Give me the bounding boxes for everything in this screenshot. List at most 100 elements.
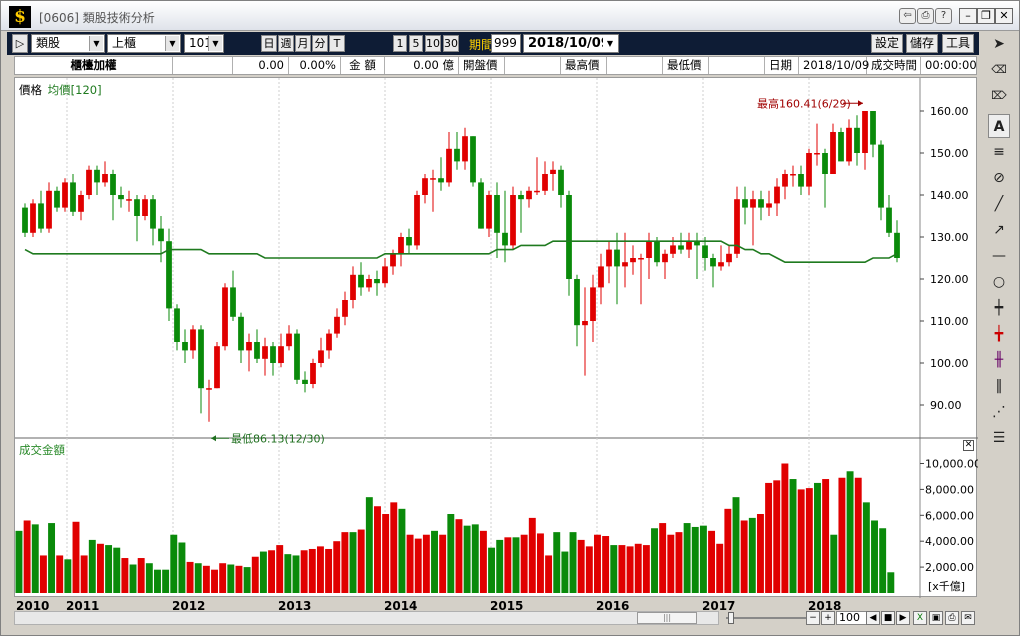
zoom-in-icon[interactable]: +	[821, 611, 835, 625]
candle-down	[438, 178, 444, 183]
text-tool-icon[interactable]: A	[988, 114, 1010, 138]
candle-down	[558, 169, 564, 195]
candle-down	[22, 207, 28, 233]
code-select[interactable]: 101 ▼	[184, 34, 224, 53]
scroll-thumb[interactable]: |||	[637, 612, 697, 624]
minimize-icon[interactable]: –	[959, 8, 977, 24]
category-select[interactable]: 類股 ▼	[31, 34, 105, 53]
eraser-one-icon[interactable]: ⌫	[991, 63, 1007, 76]
price-legend-label: 價格	[19, 83, 42, 97]
candle-up	[46, 190, 52, 229]
zoom-slider-handle[interactable]	[728, 612, 734, 624]
save-image-icon[interactable]: ▣	[929, 611, 943, 625]
volume-bar	[202, 565, 210, 593]
help-icon[interactable]: ?	[935, 8, 952, 24]
line-tool-icon[interactable]: ╱	[994, 196, 1004, 212]
maximize-icon[interactable]: ❐	[977, 8, 995, 24]
candle-down	[406, 237, 412, 246]
volume-bar	[48, 523, 56, 593]
volume-bar	[716, 543, 724, 593]
period-month-button[interactable]: 月	[295, 35, 311, 52]
volume-bar	[39, 555, 47, 593]
period-day-button[interactable]: 日	[261, 35, 277, 52]
chevron-down-icon[interactable]: ▼	[89, 36, 103, 51]
candle-tool-icon[interactable]: ┿	[994, 300, 1004, 316]
candle-up	[774, 186, 780, 204]
candle-up	[790, 174, 796, 176]
volume-bar	[789, 479, 797, 593]
open-value	[505, 57, 561, 74]
volume-bar	[31, 524, 39, 593]
chevron-down-icon[interactable]: ▼	[208, 36, 222, 51]
period-minute-button[interactable]: 分	[312, 35, 328, 52]
candle-up	[638, 258, 644, 260]
back-icon[interactable]: ⇦	[899, 8, 916, 24]
excel-export-icon[interactable]: X	[913, 611, 927, 625]
email-icon[interactable]: ✉	[961, 611, 975, 625]
scroll-right-icon[interactable]: ▶	[896, 611, 910, 625]
minute-1-button[interactable]: 1	[393, 35, 407, 52]
scroll-left-icon[interactable]: ◀	[866, 611, 880, 625]
date-select[interactable]: 2018/10/09 ▼	[523, 34, 619, 53]
chart-svg[interactable]: 90.00 100.00 110.00 120.00 130.00 140.00 150.0…	[15, 78, 978, 598]
period-tick-button[interactable]: T	[329, 35, 345, 52]
eraser-all-icon[interactable]: ⌦	[991, 89, 1007, 102]
tools-button[interactable]: 工具	[942, 34, 974, 53]
volume-bar	[748, 517, 756, 593]
chevron-down-icon[interactable]: ▼	[603, 36, 617, 51]
volume-bar	[422, 534, 430, 593]
chart-area[interactable]: 90.00 100.00 110.00 120.00 130.00 140.00 150.0…	[14, 77, 978, 598]
print-icon[interactable]: ⎙	[917, 8, 934, 24]
fibonacci-icon[interactable]: ☰	[992, 430, 1006, 446]
bar-marker-icon[interactable]: ╈	[994, 326, 1004, 342]
color-picker-icon[interactable]: ⊘	[993, 170, 1005, 186]
candle-down	[134, 199, 140, 216]
close-panel-icon[interactable]: ✕	[963, 440, 974, 451]
candle-up	[486, 195, 492, 229]
candle-down	[302, 379, 308, 384]
volume-bar	[80, 555, 88, 593]
play-icon[interactable]: ▷	[12, 34, 28, 53]
print-chart-icon[interactable]: ⎙	[945, 611, 959, 625]
horizontal-scrollbar[interactable]: |||	[14, 611, 719, 625]
fan-lines-icon[interactable]: ⋰	[992, 404, 1006, 420]
settings-button[interactable]: 設定	[871, 34, 903, 53]
candle-down	[822, 153, 828, 174]
period-week-button[interactable]: 週	[278, 35, 294, 52]
candle-up	[30, 203, 36, 233]
save-button[interactable]: 儲存	[906, 34, 938, 53]
x-axis-year-label: 2015	[490, 599, 524, 613]
grid-lines-icon[interactable]: ╫	[994, 352, 1004, 368]
period-input[interactable]: 999	[491, 34, 521, 53]
stop-icon[interactable]: ■	[881, 611, 895, 625]
candle-up	[766, 203, 772, 208]
volume-bar	[23, 520, 31, 593]
circle-tool-icon[interactable]: ○	[992, 274, 1006, 290]
candle-down	[166, 241, 172, 309]
candle-up	[806, 153, 812, 187]
chevron-down-icon[interactable]: ▼	[165, 36, 179, 51]
market-select[interactable]: 上櫃 ▼	[107, 34, 181, 53]
pointer-icon[interactable]: ➤	[993, 36, 1005, 52]
minute-30-button[interactable]: 30	[443, 35, 459, 52]
volume-bar	[382, 514, 390, 593]
volume-bar	[724, 508, 732, 593]
minute-5-button[interactable]: 5	[409, 35, 423, 52]
vertical-lines-icon[interactable]: ‖	[995, 378, 1003, 394]
zoom-slider[interactable]	[726, 610, 806, 626]
candle-up	[534, 190, 540, 193]
minute-10-button[interactable]: 10	[425, 35, 441, 52]
horizontal-line-icon[interactable]: —	[992, 248, 1006, 264]
candle-up	[726, 253, 732, 263]
volume-bar	[268, 550, 276, 593]
volume-bar	[805, 488, 813, 593]
arrow-line-icon[interactable]: ↗	[993, 222, 1005, 238]
close-icon[interactable]: ✕	[995, 8, 1013, 24]
volume-bar	[284, 554, 292, 593]
candle-down	[230, 287, 236, 317]
menu-lines-icon[interactable]: ≡	[993, 144, 1005, 160]
volume-bar	[512, 537, 520, 593]
zoom-out-icon[interactable]: −	[806, 611, 820, 625]
volume-bar	[887, 572, 895, 593]
volume-bar	[854, 477, 862, 593]
